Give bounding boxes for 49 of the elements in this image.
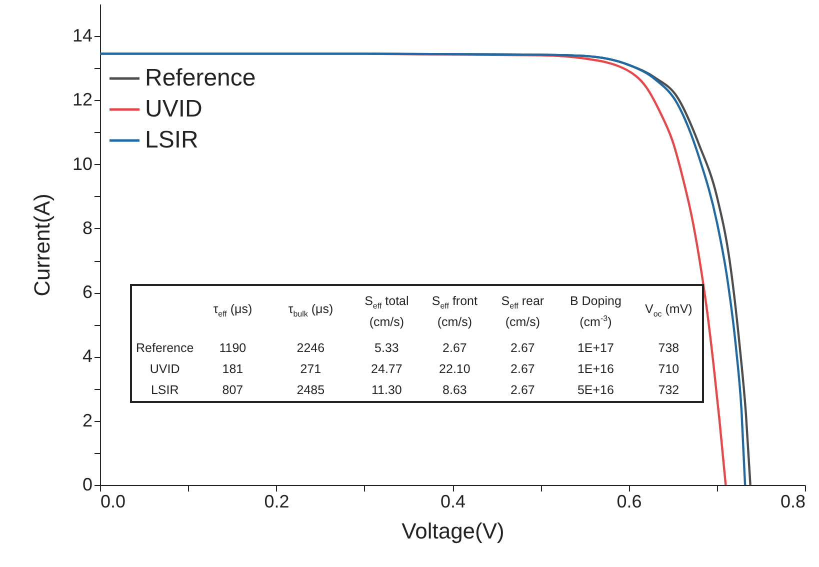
annotation: τ$_{bulk}$ (μs) bbox=[287, 301, 334, 321]
annotation: 2246 bbox=[296, 340, 326, 357]
legend-label: Reference bbox=[145, 64, 256, 92]
x-tick-label: 0.6 bbox=[616, 492, 642, 512]
annotation: 181 bbox=[221, 361, 244, 378]
y-tick-label: 4 bbox=[82, 346, 92, 366]
annotation: UVID bbox=[148, 361, 181, 378]
y-tick-label: 12 bbox=[72, 90, 92, 110]
annotation: 807 bbox=[221, 382, 244, 399]
annotation: LSIR bbox=[150, 382, 180, 399]
legend-label: LSIR bbox=[145, 126, 198, 154]
annotation: 2.67 bbox=[510, 340, 536, 357]
annotation: 11.30 bbox=[370, 382, 403, 399]
annotation: 8.63 bbox=[442, 382, 468, 399]
x-tick-label: 0.0 bbox=[100, 492, 126, 512]
annotation: 24.77 bbox=[370, 361, 404, 378]
annotation: 5E+16 bbox=[576, 382, 615, 399]
annotation: B Doping (cm$^{-3}$) bbox=[568, 292, 622, 332]
y-tick-label: 0 bbox=[82, 474, 92, 494]
x-tick-label: 0.4 bbox=[440, 492, 466, 512]
y-tick-label: 8 bbox=[82, 218, 92, 238]
annotation: S$_{eff}$ total (cm/s) bbox=[364, 292, 410, 332]
annotation: 2.67 bbox=[510, 361, 536, 378]
annotation: 22.10 bbox=[438, 361, 472, 378]
x-tick-label: 0.8 bbox=[780, 492, 806, 512]
annotation: 2.67 bbox=[510, 382, 536, 399]
annotation: S$_{eff}$ rear (cm/s) bbox=[500, 292, 546, 332]
annotation: 2.67 bbox=[442, 340, 468, 357]
annotation: 732 bbox=[657, 382, 680, 399]
annotation: 710 bbox=[657, 361, 680, 378]
annotation: Reference bbox=[135, 340, 195, 357]
y-tick-label: 14 bbox=[72, 26, 92, 46]
annotation: V$_{oc}$ (mV) bbox=[644, 301, 694, 321]
annotation: 5.33 bbox=[374, 340, 400, 357]
y-tick-label: 6 bbox=[82, 282, 92, 302]
y-axis-title: Current(A) bbox=[29, 194, 54, 296]
x-tick-label: 0.2 bbox=[264, 492, 290, 512]
annotation: 738 bbox=[657, 340, 680, 357]
annotation: 1190 bbox=[218, 340, 248, 357]
annotation: 1E+17 bbox=[576, 340, 615, 357]
annotation: 2485 bbox=[296, 382, 326, 399]
annotation: τ$_{eff}$ (μs) bbox=[212, 301, 254, 321]
annotation: S$_{eff}$ front (cm/s) bbox=[430, 292, 478, 332]
y-tick-label: 10 bbox=[72, 154, 92, 174]
annotation: 271 bbox=[299, 361, 322, 378]
legend-label: UVID bbox=[145, 96, 202, 122]
y-tick-label: 2 bbox=[82, 410, 92, 430]
annotation: 1E+16 bbox=[576, 361, 615, 378]
x-axis-title: Voltage(V) bbox=[402, 518, 504, 544]
